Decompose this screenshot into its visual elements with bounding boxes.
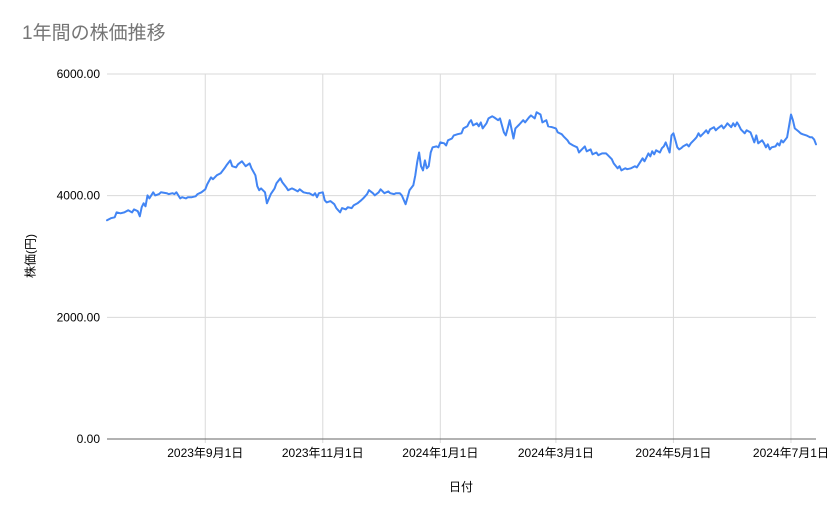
- x-axis-title: 日付: [448, 480, 474, 494]
- y-tick-label: 2000.00: [57, 310, 101, 324]
- y-tick-label: 0.00: [77, 432, 101, 446]
- y-tick-label: 6000.00: [57, 67, 101, 81]
- x-tick-label: 2024年7月1日: [753, 446, 829, 460]
- x-tick-label: 2023年11月1日: [282, 446, 364, 460]
- x-tick-label: 2023年9月1日: [167, 446, 243, 460]
- price-line: [106, 111, 817, 222]
- x-tick-label: 2024年5月1日: [635, 446, 711, 460]
- x-tick-label: 2024年1月1日: [402, 446, 478, 460]
- y-tick-label: 4000.00: [57, 189, 101, 203]
- x-tick-label: 2024年3月1日: [518, 446, 594, 460]
- chart-title: 1年間の株価推移: [22, 23, 166, 44]
